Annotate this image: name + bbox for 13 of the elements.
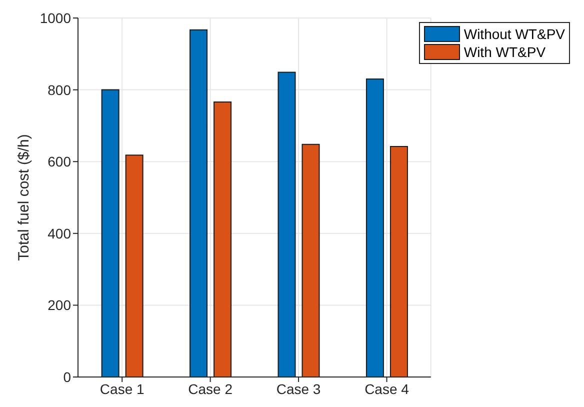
x-tick-label: Case 2 [188,380,233,397]
x-tick-label: Case 1 [100,380,144,397]
y-tick-label: 400 [48,225,72,242]
y-tick-label: 600 [48,154,72,170]
legend-label: With WT&PV [464,43,546,61]
x-tick-label: Case 3 [276,380,321,397]
y-axis-title: Total fuel cost ($/h) [15,134,32,261]
x-tick-label: Case 4 [364,380,410,397]
y-tick-label: 0 [63,368,72,385]
y-tick-label: 800 [48,82,72,98]
y-tick-label: 1000 [40,10,72,26]
legend-label: Without WT&PV [464,25,565,43]
y-tick-label: 200 [48,297,72,314]
